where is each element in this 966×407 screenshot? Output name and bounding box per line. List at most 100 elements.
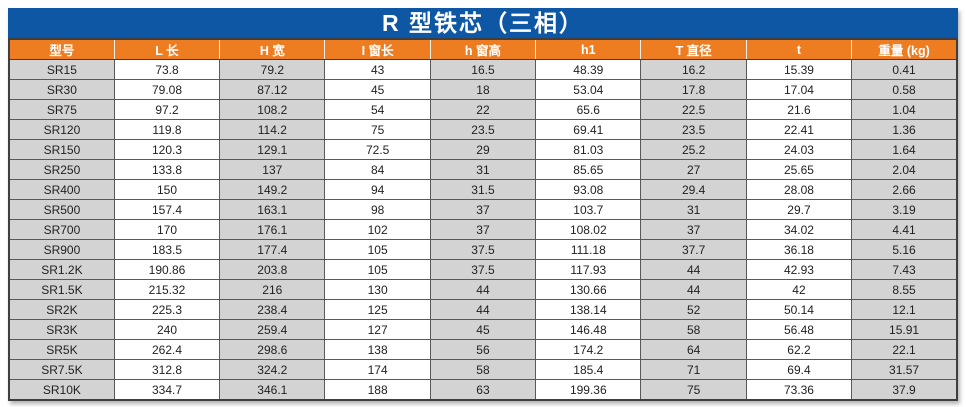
value-cell: 37 bbox=[640, 219, 747, 240]
model-cell: SR15 bbox=[8, 59, 115, 80]
value-cell: 262.4 bbox=[113, 339, 221, 360]
value-cell: 346.1 bbox=[219, 379, 326, 401]
value-cell: 174 bbox=[324, 359, 431, 380]
model-cell: SR500 bbox=[8, 199, 115, 220]
value-cell: 2.04 bbox=[851, 159, 958, 180]
column-header: H 宽 bbox=[219, 39, 326, 60]
value-cell: 188 bbox=[324, 379, 431, 401]
value-cell: 37 bbox=[429, 219, 537, 240]
value-cell: 58 bbox=[429, 359, 537, 380]
value-cell: 102 bbox=[324, 219, 431, 240]
value-cell: 157.4 bbox=[113, 199, 221, 220]
value-cell: 18 bbox=[429, 79, 537, 100]
value-cell: 17.04 bbox=[745, 79, 853, 100]
table-row: SR120 119.8 114.2 75 23.5 69.41 23.5 22.41 1.36 bbox=[8, 119, 958, 140]
value-cell: 22.1 bbox=[851, 339, 958, 360]
model-cell: SR7.5K bbox=[8, 359, 115, 380]
value-cell: 215.32 bbox=[113, 279, 221, 300]
value-cell: 120.3 bbox=[113, 139, 221, 160]
value-cell: 22 bbox=[429, 99, 537, 120]
column-header: 型号 bbox=[8, 39, 115, 60]
value-cell: 50.14 bbox=[745, 299, 853, 320]
value-cell: 22.5 bbox=[640, 99, 747, 120]
value-cell: 75 bbox=[640, 379, 747, 401]
value-cell: 64 bbox=[640, 339, 747, 360]
value-cell: 3.19 bbox=[851, 199, 958, 220]
model-cell: SR900 bbox=[8, 239, 115, 260]
value-cell: 31 bbox=[429, 159, 537, 180]
model-cell: SR1.5K bbox=[8, 279, 115, 300]
value-cell: 37.5 bbox=[429, 239, 537, 260]
value-cell: 56 bbox=[429, 339, 537, 360]
value-cell: 16.2 bbox=[640, 59, 747, 80]
value-cell: 37 bbox=[429, 199, 537, 220]
model-cell: SR1.2K bbox=[8, 259, 115, 280]
value-cell: 94 bbox=[324, 179, 431, 200]
value-cell: 72.5 bbox=[324, 139, 431, 160]
table-row: SR700 170 176.1 102 37 108.02 37 34.02 4.41 bbox=[8, 219, 958, 240]
value-cell: 31.57 bbox=[851, 359, 958, 380]
table-row: SR1.2K 190.86 203.8 105 37.5 117.93 44 42.93 7.4… bbox=[8, 259, 958, 280]
table-row: SR400 150 149.2 94 31.5 93.08 29.4 28.08 2.66 bbox=[8, 179, 958, 200]
column-header: h1 bbox=[535, 39, 642, 60]
value-cell: 312.8 bbox=[113, 359, 221, 380]
value-cell: 79.2 bbox=[219, 59, 326, 80]
model-cell: SR5K bbox=[8, 339, 115, 360]
value-cell: 17.8 bbox=[640, 79, 747, 100]
value-cell: 45 bbox=[429, 319, 537, 340]
value-cell: 130 bbox=[324, 279, 431, 300]
value-cell: 43 bbox=[324, 59, 431, 80]
column-header: 重量 (kg) bbox=[851, 39, 958, 60]
value-cell: 1.04 bbox=[851, 99, 958, 120]
value-cell: 65.6 bbox=[535, 99, 642, 120]
table-row: SR3K 240 259.4 127 45 146.48 58 56.48 15.91 bbox=[8, 319, 958, 340]
value-cell: 177.4 bbox=[219, 239, 326, 260]
value-cell: 1.64 bbox=[851, 139, 958, 160]
value-cell: 138 bbox=[324, 339, 431, 360]
table-title: R 型铁芯（三相） bbox=[8, 8, 958, 38]
value-cell: 37.7 bbox=[640, 239, 747, 260]
value-cell: 21.6 bbox=[745, 99, 853, 120]
value-cell: 69.41 bbox=[535, 119, 642, 140]
value-cell: 130.66 bbox=[535, 279, 642, 300]
value-cell: 44 bbox=[640, 279, 747, 300]
value-cell: 129.1 bbox=[219, 139, 326, 160]
value-cell: 75 bbox=[324, 119, 431, 140]
model-cell: SR10K bbox=[8, 379, 115, 401]
value-cell: 4.41 bbox=[851, 219, 958, 240]
value-cell: 23.5 bbox=[429, 119, 537, 140]
table-row: SR5K 262.4 298.6 138 56 174.2 64 62.2 22.1 bbox=[8, 339, 958, 360]
value-cell: 73.36 bbox=[745, 379, 853, 401]
value-cell: 24.03 bbox=[745, 139, 853, 160]
value-cell: 48.39 bbox=[535, 59, 642, 80]
value-cell: 111.18 bbox=[535, 239, 642, 260]
model-cell: SR2K bbox=[8, 299, 115, 320]
value-cell: 190.86 bbox=[113, 259, 221, 280]
table-body: SR15 73.8 79.2 43 16.5 48.39 16.2 15.39 0.41 SR30… bbox=[8, 59, 958, 401]
value-cell: 29 bbox=[429, 139, 537, 160]
value-cell: 183.5 bbox=[113, 239, 221, 260]
table-row: SR900 183.5 177.4 105 37.5 111.18 37.7 36.18 5.1… bbox=[8, 239, 958, 260]
column-header: I 窗长 bbox=[324, 39, 431, 60]
table-row: SR15 73.8 79.2 43 16.5 48.39 16.2 15.39 0.41 bbox=[8, 59, 958, 80]
value-cell: 324.2 bbox=[219, 359, 326, 380]
column-header: t bbox=[745, 39, 853, 60]
value-cell: 127 bbox=[324, 319, 431, 340]
value-cell: 31.5 bbox=[429, 179, 537, 200]
value-cell: 133.8 bbox=[113, 159, 221, 180]
value-cell: 240 bbox=[113, 319, 221, 340]
table-row: SR7.5K 312.8 324.2 174 58 185.4 71 69.4 31.57 bbox=[8, 359, 958, 380]
model-cell: SR75 bbox=[8, 99, 115, 120]
value-cell: 87.12 bbox=[219, 79, 326, 100]
value-cell: 29.7 bbox=[745, 199, 853, 220]
value-cell: 149.2 bbox=[219, 179, 326, 200]
value-cell: 199.36 bbox=[535, 379, 642, 401]
model-cell: SR250 bbox=[8, 159, 115, 180]
value-cell: 27 bbox=[640, 159, 747, 180]
value-cell: 31 bbox=[640, 199, 747, 220]
value-cell: 58 bbox=[640, 319, 747, 340]
model-cell: SR150 bbox=[8, 139, 115, 160]
value-cell: 105 bbox=[324, 259, 431, 280]
